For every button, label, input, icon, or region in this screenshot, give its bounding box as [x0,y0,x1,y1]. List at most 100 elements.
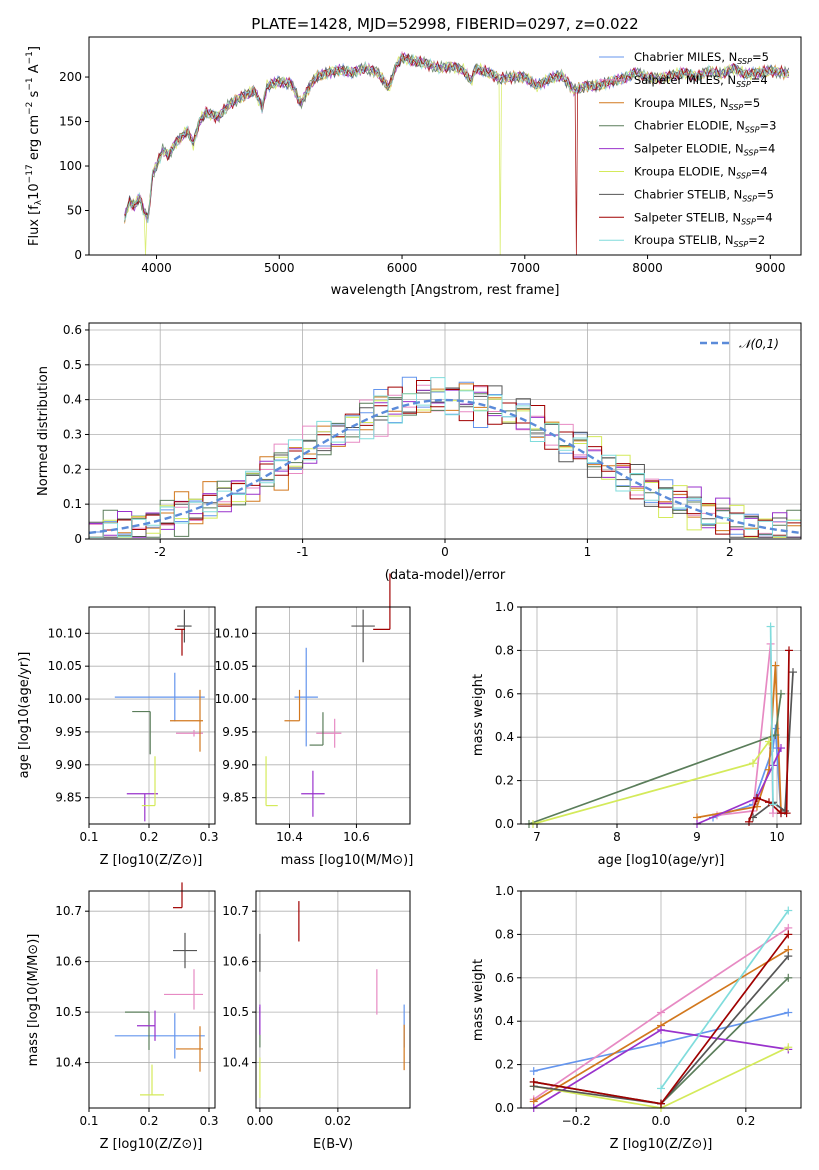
x-axis-label: Z [log10(Z/Z⊙)] [610,1137,713,1152]
axes-frame [255,606,411,825]
data-point [301,770,325,817]
data-point [114,672,205,722]
panel-7: −0.2 0.0 0.2 0.0 0.2 0.4 0.6 0.8 1.0 [495,884,802,1128]
tick-label-x: 0.2 [736,1114,755,1128]
panel-5: 0.1 0.2 0.3 10.4 10.5 10.6 10.7 [55,882,219,1128]
x-axis-label: Z [log10(Z/Z⊙)] [100,853,203,868]
data-point [373,573,391,630]
tick-label-x: 5000 [264,261,295,275]
y-axis-label: Normed distribution [36,366,51,496]
plus-marker [784,906,793,915]
legend-label: Chabrier STELIB, NSSP=5 [634,187,774,203]
tick-label-y: 0.5 [63,358,82,372]
plus-marker [529,1077,538,1086]
tick-label-y: 150 [59,115,82,129]
data-point [316,718,342,748]
y-axis-label: mass [log10(M/M⊙)] [26,934,41,1067]
tick-label-x: 9 [693,830,701,844]
plot-area [256,891,410,1108]
tick-label-y: 9.95 [222,725,249,739]
axes-frame [255,890,411,1109]
legend-label: Salpeter STELIB, NSSP=4 [634,210,773,226]
tick-label-x: 0.3 [199,1114,218,1128]
data-point [140,1064,164,1096]
grid [256,607,410,824]
data-point [141,756,156,807]
legend: Chabrier MILES, NSSP=5 Salpeter MILES, NS… [599,50,776,249]
error-bars [114,882,205,1096]
error-bars [114,609,205,822]
y-axis-label: Flux [fλ10−17 erg cm−2 s−1 A−1] [25,46,44,246]
tick-label-y: 10.05 [215,659,249,673]
tick-label-x: 0.2 [139,1114,158,1128]
tick-label-y: 0 [74,248,82,262]
plus-marker [784,930,793,939]
legend-label: Salpeter MILES, NSSP=4 [634,73,768,89]
weight-line [769,626,774,805]
data-point [170,689,203,752]
tick-label-x: 8000 [632,261,663,275]
plus-marker [749,759,757,768]
y-axis-label: age [log10(age/yr)] [17,652,32,779]
tick-label-y: 10.5 [55,1005,82,1019]
data-point [126,793,158,822]
plus-marker [657,1084,665,1093]
legend-label: Kroupa MILES, NSSP=5 [634,96,760,112]
tick-label-y: 10.10 [48,626,82,640]
data-point [351,609,375,663]
tick-label-x: 7 [533,830,541,844]
axes-frame [88,36,802,256]
plus-marker [769,800,777,809]
tick-label-y: 9.90 [222,758,249,772]
x-axis-label: Z [log10(Z/Z⊙)] [100,1137,203,1152]
tick-label-y: 0.2 [63,462,82,476]
tick-label-x: 0.3 [199,830,218,844]
tick-label-x: 0.1 [79,1114,98,1128]
tick-label-x: 0 [441,545,449,559]
tick-label-y: 0.0 [495,1101,514,1115]
plus-marker [785,646,793,655]
data-point [265,756,278,807]
tick-label-x: 2 [726,545,734,559]
tick-label-y: 50 [67,204,82,218]
x-axis-label: wavelength [Angstrom, rest frame] [331,283,560,298]
tick-label-y: 0.2 [495,774,514,788]
data-point [173,882,183,909]
tick-label-x: 0.2 [139,830,158,844]
tick-label-y: 0.0 [495,817,514,831]
plus-marker [784,1043,793,1052]
panel-1: -2 -1 0 1 2 0 0.1 0.2 0.3 0.4 0.5 0.6 [63,322,802,559]
plus-marker [657,1025,665,1034]
plus-marker [766,622,775,631]
tick-label-y: 10.00 [215,692,249,706]
weight-line [696,747,782,825]
legend-label: Chabrier MILES, NSSP=5 [634,50,769,66]
plus-marker [657,1008,665,1017]
data-point [173,932,197,969]
plus-marker [657,1099,665,1108]
spectrum-line [124,52,789,224]
data-point [309,712,324,746]
tick-label-y: 0.3 [63,427,82,441]
legend-label: Kroupa ELODIE, NSSP=4 [634,165,768,181]
tick-label-x: 10 [769,830,784,844]
tick-label-x: 8 [613,830,621,844]
tick-label-x: 10.4 [276,830,303,844]
tick-label-y: 9.85 [222,791,249,805]
tick-label-y: 9.85 [55,791,82,805]
tick-label-x: 9000 [755,261,786,275]
tick-label-y: 1.0 [495,884,514,898]
x-axis-label: (data-model)/error [385,568,506,583]
tick-label-y: 10.6 [222,955,249,969]
tick-label-y: 10.6 [55,955,82,969]
data-point [132,710,151,755]
plus-marker [784,973,793,982]
axes-frame [520,890,802,1109]
y-axis-label: mass weight [471,959,486,1041]
panel-4: 7 8 9 10 0.0 0.2 0.4 0.6 0.8 1.0 [495,600,802,844]
tick-label-x: -1 [297,545,309,559]
plus-marker [769,809,777,818]
tick-label-x: 0.1 [79,830,98,844]
data-point [284,689,301,722]
panel-6: 0.00 0.02 10.4 10.5 10.6 10.7 [222,890,411,1128]
